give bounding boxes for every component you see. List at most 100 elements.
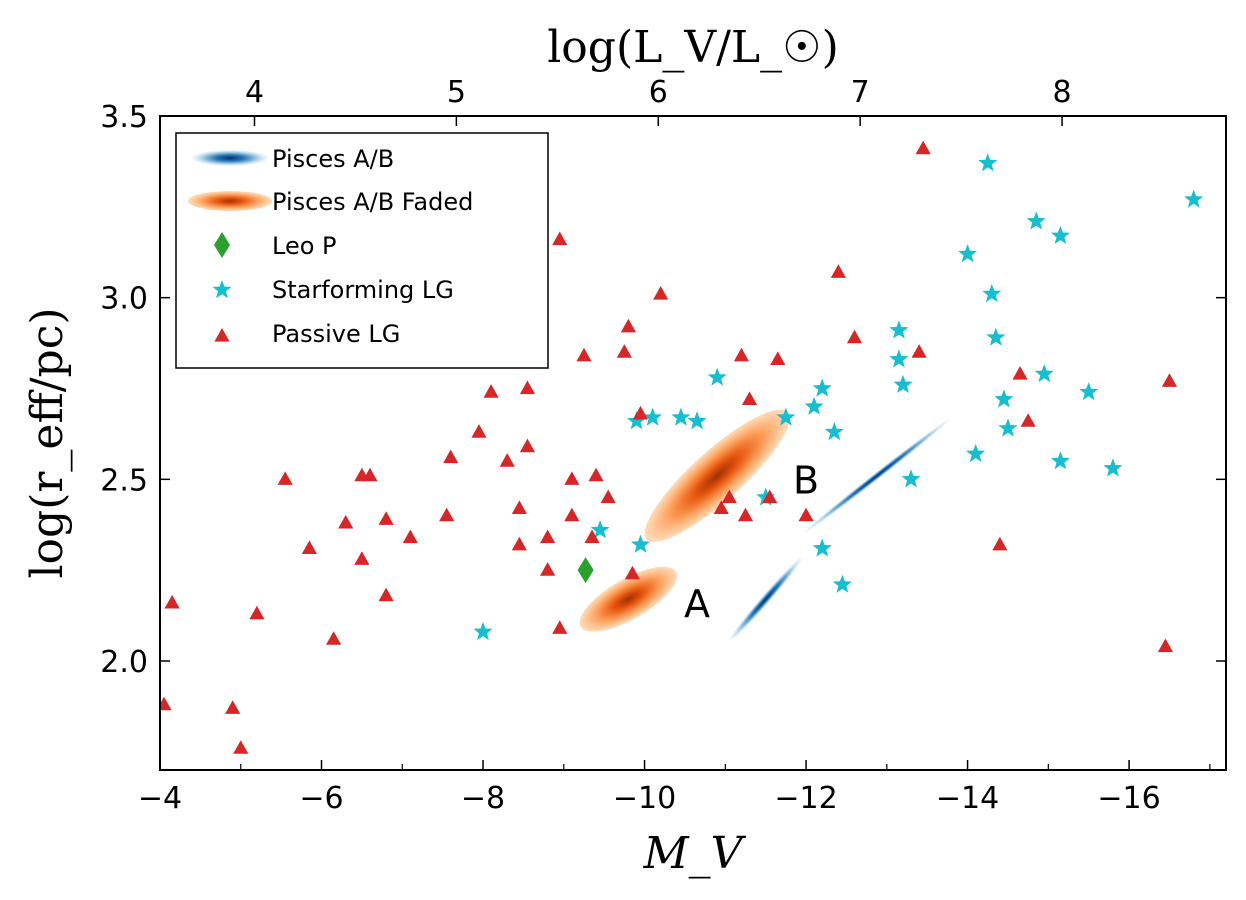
legend-label-passive: Passive LG: [272, 320, 400, 348]
passive-lg-point: [576, 347, 592, 362]
x-tick-label: −4: [138, 781, 182, 816]
top-tick-label: 8: [1053, 75, 1072, 110]
passive-lg-point: [225, 700, 241, 714]
x-tick-label: −16: [1097, 781, 1160, 816]
passive-lg-point: [499, 453, 515, 467]
starforming-lg-point: [889, 320, 909, 339]
starforming-lg-point: [590, 520, 610, 539]
y-tick-label: 2.0: [100, 645, 148, 680]
y-axis-title: log(r_eff/pc): [22, 307, 73, 578]
axis-ticks: −4 −6 −8 −10 −12 −14 −16 2.0 2.5 3.0 3.5 4 5 6 7 8: [100, 75, 1226, 816]
y-tick-label: 2.5: [100, 463, 148, 498]
starforming-lg-point: [643, 407, 663, 426]
passive-lg-point: [830, 264, 846, 278]
passive-lg-point: [653, 286, 669, 300]
annotations: AB: [684, 458, 819, 626]
legend: Pisces A/B Pisces A/B Faded Leo P Starfo…: [175, 132, 549, 369]
annotation-label: A: [684, 582, 710, 626]
legend-marker-pisces: [192, 150, 268, 166]
passive-lg-point: [439, 507, 455, 522]
starforming-lg-point: [958, 244, 978, 263]
passive-lg-point: [624, 565, 641, 580]
plot-frame: [159, 115, 1227, 771]
starforming-lg-point: [901, 469, 921, 488]
starforming-lg-point: [982, 284, 1002, 303]
passive-lg-point: [443, 449, 459, 464]
starforming-lg-point: [631, 534, 650, 553]
starforming-lg-point: [1034, 364, 1054, 383]
top-tick-label: 6: [649, 75, 668, 110]
top-axis-title: log(L_V/L_☉): [547, 22, 839, 73]
pisces-b-blue: [804, 418, 951, 533]
passive-lg-point: [277, 471, 293, 485]
starforming-lg-point: [994, 389, 1014, 408]
starforming-lg-point: [473, 621, 493, 640]
passive-lg-point: [164, 594, 180, 609]
passive-lg-point: [249, 605, 265, 620]
starforming-lg-point: [1026, 211, 1046, 230]
starforming-lg-point: [1050, 225, 1070, 244]
starforming-lg-point: [966, 443, 986, 462]
starforming-lg-point: [812, 378, 832, 397]
passive-lg-point: [471, 424, 487, 438]
passive-lg-point: [511, 536, 527, 551]
passive-lg-point: [233, 740, 249, 754]
starforming-lg-point: [893, 374, 913, 393]
passive-lg-point: [798, 507, 814, 522]
x-tick-label: −12: [774, 781, 837, 816]
starforming-lg-point: [832, 574, 852, 593]
passive-lg-point: [915, 140, 931, 155]
passive-lg-point: [1161, 373, 1178, 387]
starforming-lg-point: [824, 422, 844, 441]
starforming-lg-point: [776, 407, 796, 426]
passive-lg-point: [1012, 365, 1028, 380]
starforming-lg-point: [804, 396, 824, 415]
passive-lg-point: [770, 351, 786, 366]
passive-lg-point: [378, 511, 394, 525]
passive-lg-point: [600, 489, 616, 504]
y-tick-label: 3.0: [100, 282, 148, 317]
triangle-icon: [214, 328, 230, 342]
passive-lg-point: [992, 536, 1008, 551]
top-tick-label: 4: [245, 75, 264, 110]
legend-marker-star: [212, 280, 232, 299]
starforming-lg-point: [889, 349, 909, 368]
legend-marker-triangle: [214, 328, 230, 342]
starforming-lg-point: [707, 367, 727, 386]
pisces-b-faded: [644, 409, 790, 542]
passive-lg-point: [632, 405, 649, 420]
passive-lg-point: [160, 696, 172, 711]
x-tick-label: −6: [299, 781, 343, 816]
starforming-lg-point: [756, 487, 776, 506]
legend-label-pisces-faded: Pisces A/B Faded: [272, 188, 473, 216]
passive-lg-point: [713, 500, 729, 514]
y-tick-label: 3.5: [100, 100, 148, 135]
starforming-lg-point: [1103, 458, 1123, 477]
starforming-lg-point: [986, 327, 1006, 346]
passive-lg-point: [721, 489, 737, 504]
starforming-lg-point: [812, 538, 832, 557]
legend-label-leo: Leo P: [272, 232, 337, 260]
starforming-lg-point: [1050, 451, 1070, 470]
passive-lg-point: [540, 562, 556, 576]
legend-label-starforming: Starforming LG: [272, 276, 454, 304]
starforming-lg-point: [627, 411, 646, 430]
top-tick-label: 5: [447, 75, 466, 110]
starforming-lg-point: [998, 418, 1018, 437]
passive-lg-point: [911, 344, 927, 358]
passive-lg-point: [519, 380, 536, 395]
passive-lg-point: [616, 344, 632, 358]
passive-lg-point: [588, 467, 604, 482]
starforming-lg-point: [1184, 189, 1204, 208]
passive-lg-point: [354, 551, 370, 565]
passive-lg-point: [519, 438, 536, 453]
top-tick-label: 7: [851, 75, 870, 110]
annotation-label: B: [793, 458, 819, 502]
starforming-lg-point: [687, 411, 707, 430]
passive-lg-point: [511, 500, 527, 514]
pisces-a-blue: [729, 557, 802, 641]
passive-lg-point: [846, 329, 863, 344]
x-tick-label: −10: [613, 781, 676, 816]
pisces-a-faded: [579, 566, 678, 632]
